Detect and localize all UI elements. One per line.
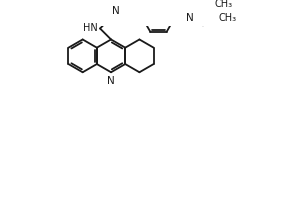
- Text: N: N: [112, 6, 120, 16]
- Text: CH₃: CH₃: [218, 13, 236, 22]
- Text: HN: HN: [83, 23, 97, 33]
- Text: N: N: [107, 76, 115, 86]
- Text: N: N: [186, 13, 194, 22]
- Text: CH₃: CH₃: [215, 0, 233, 9]
